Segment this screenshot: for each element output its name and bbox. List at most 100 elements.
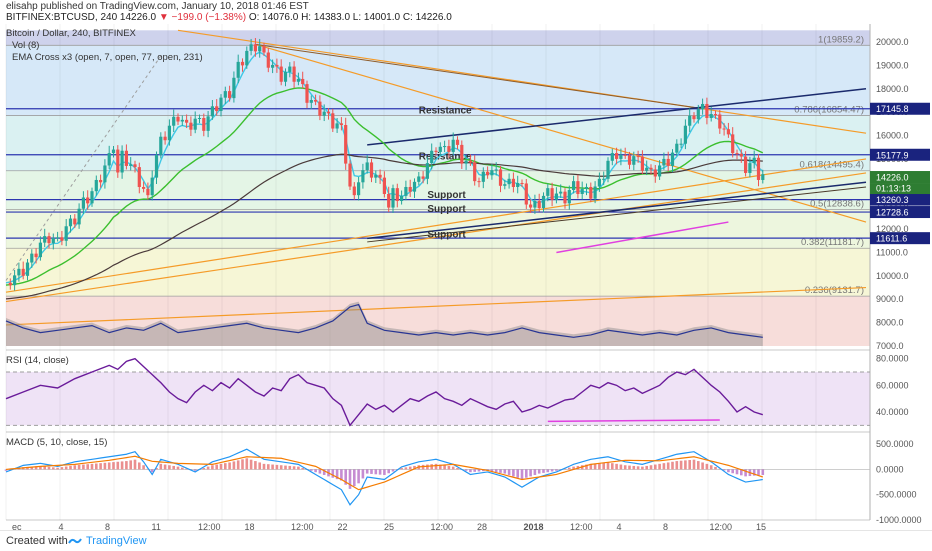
- candle: [73, 218, 77, 225]
- macd-histogram-bar: [228, 462, 231, 470]
- macd-histogram-bar: [507, 469, 511, 475]
- macd-histogram-bar: [606, 462, 610, 470]
- candle: [116, 149, 120, 173]
- candle: [382, 177, 386, 194]
- candle: [589, 186, 593, 199]
- x-tick-label: 8: [663, 522, 668, 530]
- macd-histogram-bar: [168, 465, 171, 470]
- candle: [197, 118, 202, 119]
- price-tick-label: 8000.0: [876, 318, 904, 328]
- candle: [167, 125, 171, 141]
- price-tick-label: 13000.0: [876, 201, 909, 211]
- macd-histogram-bar: [735, 469, 739, 475]
- level-price-tag: [870, 102, 930, 115]
- candle: [615, 153, 619, 159]
- candle: [761, 174, 765, 180]
- macd-histogram-bar: [628, 465, 631, 470]
- candle: [524, 183, 528, 205]
- level-price-label: 15177.9: [876, 150, 909, 160]
- price-tick-label: 18000.0: [876, 84, 909, 94]
- magenta-divergence-line: [556, 221, 729, 254]
- macd-histogram-bar: [585, 464, 588, 470]
- candle: [623, 154, 627, 156]
- candle: [240, 61, 245, 66]
- macd-histogram-bar: [722, 469, 726, 471]
- candle: [271, 64, 275, 68]
- candle: [412, 181, 417, 192]
- rsi-title: RSI (14, close): [6, 355, 69, 366]
- candle: [180, 119, 184, 122]
- x-tick-label: 12:00: [570, 522, 593, 530]
- macd-histogram-bar: [288, 465, 292, 470]
- candle: [253, 44, 257, 52]
- candle: [739, 153, 743, 157]
- level-price-tag: [870, 206, 930, 219]
- macd-histogram-bar: [95, 463, 98, 470]
- macd-histogram-bar: [705, 463, 709, 470]
- candle: [464, 160, 468, 164]
- macd-histogram-bar: [709, 465, 713, 470]
- macd-histogram-bar: [335, 469, 339, 480]
- candle: [124, 150, 128, 166]
- macd-histogram-bar: [512, 469, 515, 477]
- macd-histogram-bar: [262, 463, 266, 470]
- macd-histogram-bar: [623, 465, 627, 470]
- x-tick-label: 12:00: [710, 522, 733, 530]
- candle: [47, 236, 51, 244]
- macd-histogram-bar: [34, 466, 38, 470]
- macd-histogram-bar: [456, 468, 459, 470]
- resistance-channel-line: [367, 88, 867, 146]
- macd-histogram-bar: [598, 463, 601, 470]
- macd-histogram-bar: [434, 463, 438, 470]
- macd-histogram-bar: [155, 468, 158, 470]
- macd-histogram-bar: [443, 465, 446, 470]
- macd-histogram-bar: [172, 465, 175, 470]
- candle: [301, 78, 305, 85]
- candle: [34, 253, 38, 258]
- x-tick-label: 28: [477, 522, 487, 530]
- brown-trendline: [255, 43, 703, 110]
- candle: [245, 50, 249, 66]
- candle: [563, 191, 567, 204]
- macd-histogram-bar: [529, 469, 532, 477]
- macd-histogram-bar: [546, 469, 550, 473]
- candle: [21, 268, 25, 276]
- macd-histogram-bar: [447, 465, 451, 470]
- macd-histogram-bar: [679, 460, 683, 470]
- macd-histogram-bar: [206, 466, 210, 470]
- level-price-tag: [870, 193, 930, 206]
- candle: [202, 118, 206, 131]
- candle: [748, 163, 752, 173]
- x-tick-label: 12:00: [198, 522, 221, 530]
- candle: [305, 84, 309, 103]
- macd-histogram-bar: [60, 467, 64, 470]
- x-tick-label: 18: [245, 522, 255, 530]
- rsi-tick-label: 80.0000: [876, 354, 909, 364]
- x-tick-label: 12:00: [291, 522, 314, 530]
- macd-histogram-bar: [43, 466, 46, 470]
- macd-histogram-bar: [322, 469, 326, 475]
- price-tick-label: 12000.0: [876, 224, 909, 234]
- candle: [619, 154, 623, 159]
- x-tick-label: 4: [617, 522, 622, 530]
- macd-histogram-bar: [39, 466, 42, 470]
- macd-histogram-bar: [211, 465, 214, 470]
- candle: [296, 78, 300, 82]
- price-tick-label: 7000.0: [876, 341, 904, 351]
- candle: [232, 77, 236, 99]
- candle: [705, 103, 709, 118]
- candle: [610, 153, 614, 161]
- chart-area[interactable]: 1(19859.2) 0.786(16854.47) 0.618(14495.4) 0…: [0, 24, 932, 530]
- macd-histogram-bar: [761, 469, 765, 475]
- level-price-label: 17145.8: [876, 104, 909, 114]
- fib-label: 0.5(12838.6): [810, 198, 864, 209]
- candle: [38, 242, 42, 258]
- candle: [696, 109, 700, 120]
- candle: [189, 122, 193, 130]
- countdown-tag: [870, 183, 930, 195]
- fib-band: [6, 296, 870, 346]
- price-tick-label: 16000.0: [876, 131, 909, 141]
- ohlc-values: O: 14076.0 H: 14383.0 L: 14001.0 C: 1422…: [248, 12, 452, 23]
- tradingview-brand[interactable]: TradingView: [86, 535, 147, 547]
- fib-band: [6, 30, 870, 46]
